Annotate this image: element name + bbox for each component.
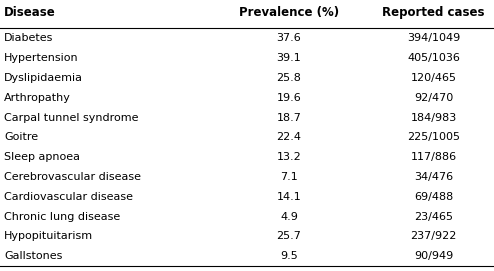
Text: Sleep apnoea: Sleep apnoea [4,152,80,162]
Text: 19.6: 19.6 [277,93,301,103]
Text: 90/949: 90/949 [414,251,453,261]
Text: 39.1: 39.1 [277,53,301,63]
Text: 13.2: 13.2 [277,152,301,162]
Text: 184/983: 184/983 [411,112,457,122]
Text: 405/1036: 405/1036 [407,53,460,63]
Text: 18.7: 18.7 [277,112,301,122]
Text: Diabetes: Diabetes [4,33,53,43]
Text: 69/488: 69/488 [414,192,453,202]
Text: 34/476: 34/476 [414,172,453,182]
Text: Dyslipidaemia: Dyslipidaemia [4,73,83,83]
Text: Carpal tunnel syndrome: Carpal tunnel syndrome [4,112,138,122]
Text: 25.7: 25.7 [277,231,301,241]
Text: Hypopituitarism: Hypopituitarism [4,231,93,241]
Text: Gallstones: Gallstones [4,251,62,261]
Text: 4.9: 4.9 [280,212,298,222]
Text: 394/1049: 394/1049 [407,33,460,43]
Text: Disease: Disease [4,6,56,19]
Text: Chronic lung disease: Chronic lung disease [4,212,120,222]
Text: Hypertension: Hypertension [4,53,79,63]
Text: Reported cases: Reported cases [382,6,485,19]
Text: 225/1005: 225/1005 [407,133,460,142]
Text: 14.1: 14.1 [277,192,301,202]
Text: 117/886: 117/886 [411,152,457,162]
Text: Arthropathy: Arthropathy [4,93,71,103]
Text: 9.5: 9.5 [280,251,298,261]
Text: Prevalence (%): Prevalence (%) [239,6,339,19]
Text: Cerebrovascular disease: Cerebrovascular disease [4,172,141,182]
Text: 92/470: 92/470 [414,93,453,103]
Text: 25.8: 25.8 [277,73,301,83]
Text: 23/465: 23/465 [414,212,453,222]
Text: 7.1: 7.1 [280,172,298,182]
Text: Cardiovascular disease: Cardiovascular disease [4,192,133,202]
Text: Goitre: Goitre [4,133,38,142]
Text: 120/465: 120/465 [411,73,457,83]
Text: 37.6: 37.6 [277,33,301,43]
Text: 22.4: 22.4 [277,133,301,142]
Text: 237/922: 237/922 [411,231,457,241]
